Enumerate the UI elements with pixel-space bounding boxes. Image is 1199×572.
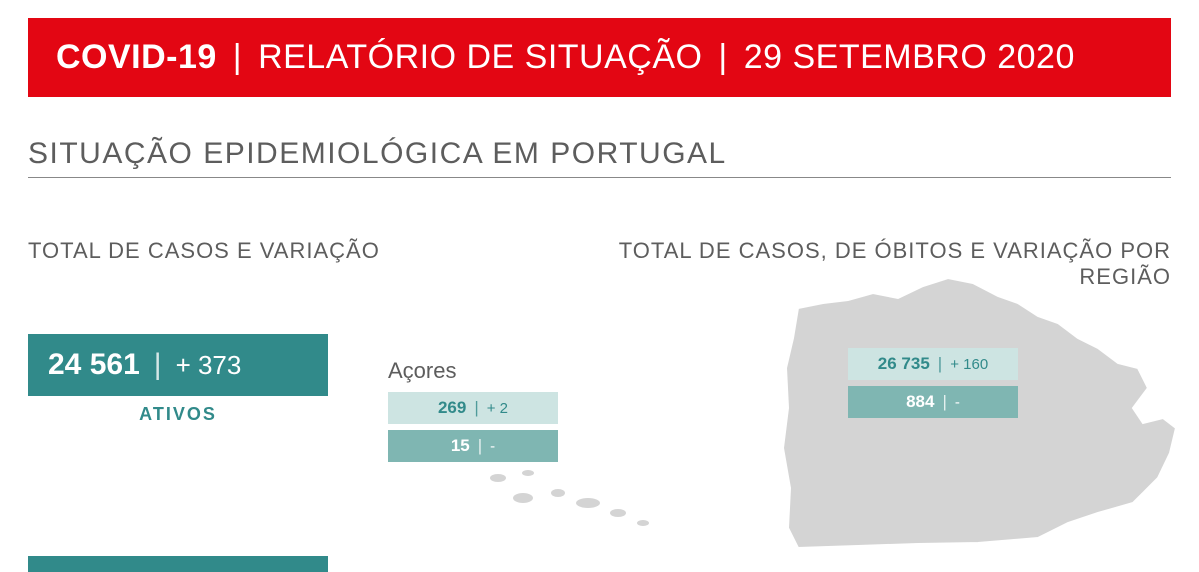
subhead-left: TOTAL DE CASOS E VARIAÇÃO (28, 238, 528, 264)
region-acores-name: Açores (388, 358, 558, 384)
section-divider (28, 177, 1171, 178)
region-norte: 26 735 | + 160 884 | - (848, 348, 1018, 424)
header-banner: COVID-19 | RELATÓRIO DE SITUAÇÃO | 29 SE… (28, 18, 1171, 97)
active-cases-sep: | (150, 348, 166, 382)
region-norte-cases-value: 26 735 (878, 354, 930, 374)
region-acores: Açores 269 | + 2 15 | - (388, 358, 558, 468)
banner-sep-2: | (712, 38, 733, 76)
region-acores-cases: 269 | + 2 (388, 392, 558, 424)
column-left: TOTAL DE CASOS E VARIAÇÃO 24 561 | + 373… (28, 238, 528, 425)
section-title: SITUAÇÃO EPIDEMIOLÓGICA EM PORTUGAL (28, 137, 1171, 171)
active-cases-value: 24 561 (48, 348, 140, 382)
region-norte-deaths-delta: - (955, 394, 960, 411)
active-cases-box: 24 561 | + 373 (28, 334, 328, 396)
active-cases-delta: + 373 (176, 350, 242, 381)
region-acores-deaths-value: 15 (451, 436, 470, 456)
active-cases-label: ATIVOS (28, 404, 328, 425)
banner-date: 29 SETEMBRO 2020 (744, 38, 1075, 76)
region-norte-cases-delta: + 160 (950, 356, 988, 373)
region-norte-cases: 26 735 | + 160 (848, 348, 1018, 380)
banner-title-mid: RELATÓRIO DE SITUAÇÃO (258, 38, 702, 76)
region-acores-deaths-delta: - (490, 438, 495, 455)
banner-sep-1: | (227, 38, 248, 76)
banner-title-bold: COVID-19 (56, 38, 217, 76)
acores-islands-icon (478, 458, 658, 538)
region-acores-cases-value: 269 (438, 398, 466, 418)
column-right: TOTAL DE CASOS, DE ÓBITOS E VARIAÇÃO POR… (568, 238, 1171, 425)
next-stat-box-peek (28, 556, 328, 572)
region-acores-cases-delta: + 2 (487, 400, 508, 417)
region-norte-deaths-value: 884 (906, 392, 934, 412)
region-norte-deaths: 884 | - (848, 386, 1018, 418)
